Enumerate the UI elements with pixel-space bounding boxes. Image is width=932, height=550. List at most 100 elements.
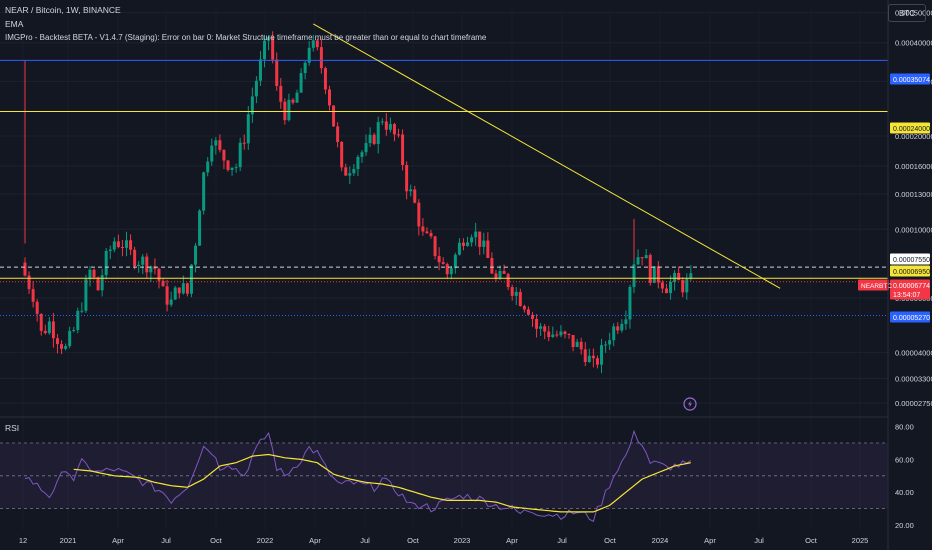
candle-body [620, 323, 624, 331]
candle-body [194, 245, 198, 265]
candle-body [39, 313, 43, 331]
candle-body [230, 167, 234, 170]
candle-body [648, 255, 652, 283]
candle-body [206, 161, 210, 173]
time-tick-label: Oct [407, 536, 420, 545]
candle-body [51, 321, 55, 339]
candle-body [210, 145, 214, 162]
candle-body [563, 331, 567, 335]
price-tag-value: 0.00006950 [893, 269, 930, 276]
price-tag-value: 0.00005270 [893, 315, 930, 322]
candle-body [453, 254, 457, 269]
candle-body [506, 273, 510, 288]
price-tag-bg [890, 253, 930, 265]
time-tick-label: Oct [210, 536, 223, 545]
candle-body [677, 272, 681, 281]
candle-body [35, 301, 39, 314]
candle-body [125, 240, 128, 248]
candle-body [185, 283, 189, 294]
time-tick-label: 2025 [852, 536, 869, 545]
time-axis: 12 2021 Apr Jul Oct 2022 Apr Jul Oct 2023 Apr Jul Oc… [19, 536, 869, 545]
price-tick-label: 0.00003300 [895, 374, 932, 383]
price-axis-labels: 0.00035074 0.00024000 0.00007550 0.00006950… [858, 73, 930, 323]
currency-button[interactable]: BTC [888, 4, 926, 22]
alert-icon[interactable] [683, 397, 697, 411]
candle-body [112, 241, 116, 250]
descending-trendline[interactable] [313, 23, 781, 289]
candle-body [352, 169, 356, 174]
candle-body [405, 165, 409, 192]
symbol-title[interactable]: NEAR / Bitcoin, 1W, BINANCE [5, 5, 121, 15]
candle-body [76, 310, 80, 330]
candle-body [624, 319, 628, 324]
candle-body [263, 40, 267, 60]
price-tick-label: 0.00016000 [895, 162, 932, 171]
candle-body [43, 330, 47, 334]
candle-body [579, 341, 583, 350]
candle-body [401, 134, 405, 166]
candle-body [551, 334, 555, 338]
price-tag-value: 0.00035074 [893, 77, 930, 84]
candle-body [441, 262, 445, 265]
candle-body [218, 140, 222, 150]
candle-body [510, 287, 514, 296]
candle-body [319, 47, 323, 69]
candle-body [413, 189, 417, 203]
candle-body [323, 68, 327, 90]
candle-body [669, 281, 673, 294]
candle-body [157, 268, 161, 281]
candle-body [332, 105, 336, 127]
candle-body [153, 266, 157, 269]
candle-body [275, 59, 279, 87]
price-tag-value: 0.00006774 [893, 283, 930, 290]
candle-body [628, 286, 632, 320]
candle-body [587, 355, 591, 363]
candle-body [689, 273, 693, 279]
time-tick-label: Jul [754, 536, 764, 545]
candle-body [583, 349, 587, 363]
ticker-tag-bg [858, 279, 889, 291]
candle-body [348, 173, 352, 176]
candle-body [120, 247, 124, 249]
rsi-axis: 80.00 60.00 40.00 20.00 [895, 423, 914, 531]
candle-body [388, 124, 392, 130]
candle-body [445, 264, 449, 275]
time-tick-label: Apr [506, 536, 518, 545]
price-tick-label: 0.00002750 [895, 399, 932, 408]
candle-body [539, 326, 543, 329]
rsi-tick-label: 20.00 [895, 521, 914, 530]
candle-body [376, 122, 380, 145]
price-tag-value: 0.00024000 [893, 126, 930, 133]
candle-body [303, 62, 307, 74]
candle-body [271, 37, 275, 60]
candle-body [64, 346, 68, 349]
ema-indicator-label[interactable]: EMA [5, 19, 24, 29]
candle-body [27, 275, 31, 290]
price-tick-label: 0.00020000 [895, 132, 932, 141]
price-tick-label: 0.00050000 [895, 9, 932, 18]
candle-body [612, 326, 616, 341]
candle-body [141, 256, 145, 265]
candle-body [254, 80, 258, 97]
rsi-label[interactable]: RSI [5, 423, 20, 433]
candle-body [470, 237, 474, 243]
candle-body [384, 121, 388, 130]
imgpro-indicator-error[interactable]: IMGPro - Backtest BETA - V1.4.7 (Staging… [5, 33, 487, 42]
candle-body [364, 143, 368, 153]
candle-body [299, 73, 303, 93]
candle-body [202, 172, 206, 211]
time-tick-label: 2021 [60, 536, 77, 545]
candle-body [177, 287, 181, 294]
candle-body [173, 287, 177, 300]
candle-body [222, 149, 226, 161]
candle-body [344, 167, 348, 176]
candle-body [466, 242, 470, 246]
candle-body [652, 266, 656, 283]
candle-body [604, 344, 608, 346]
candle-body [425, 231, 429, 234]
candle-body [433, 236, 437, 257]
candle-body [397, 134, 401, 136]
candle-body [311, 40, 315, 48]
candle-body [644, 255, 648, 259]
